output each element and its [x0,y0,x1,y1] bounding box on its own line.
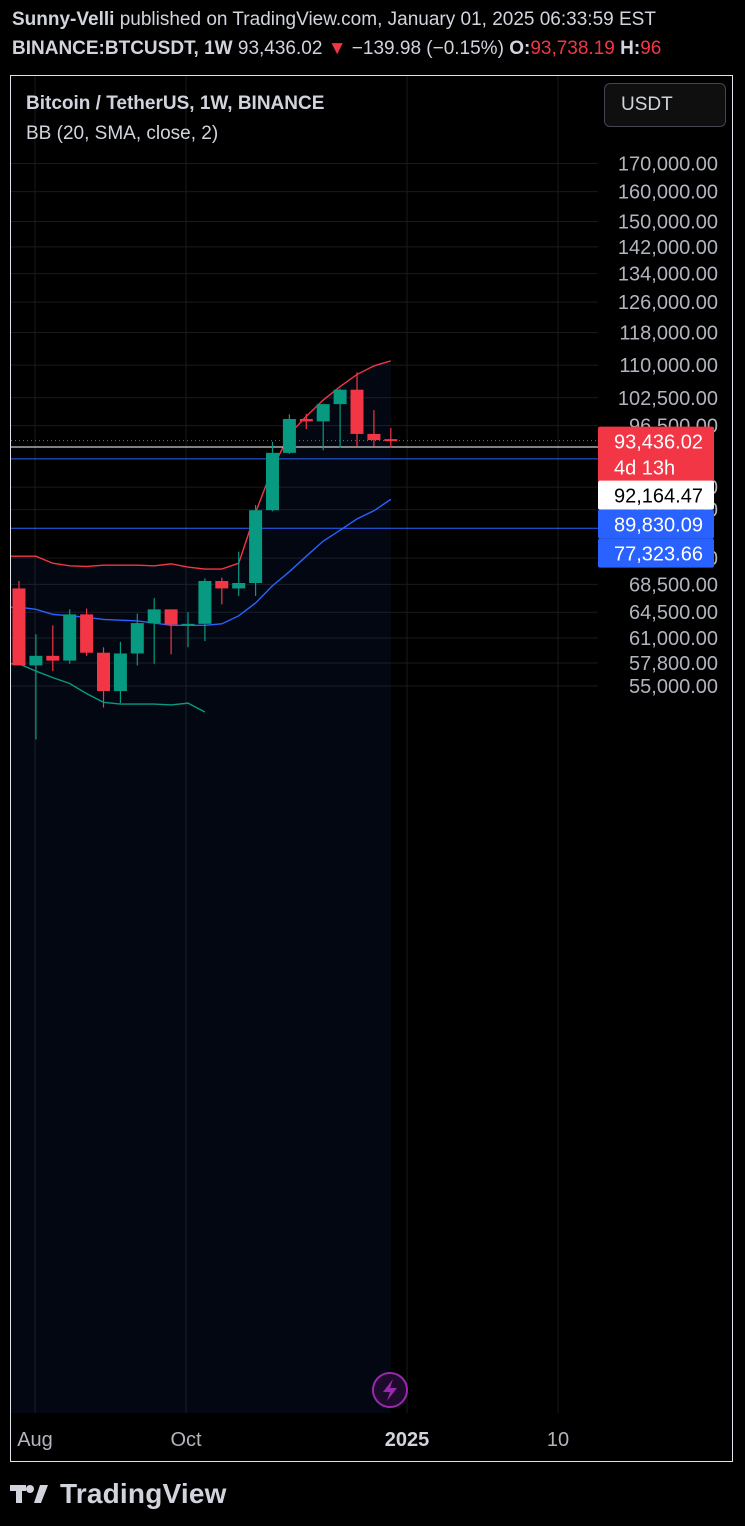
candle-body [266,452,279,511]
symbol-label: BINANCE:BTCUSDT, 1W [12,38,233,59]
candle-body [282,419,296,453]
x-axis-tick-label: 10 [547,1429,569,1451]
y-axis-tick-label: 68,500.00 [629,574,718,596]
price-label-box [598,509,714,539]
y-axis-tick-label: 55,000.00 [629,676,718,698]
price-label: 4d 13h [614,458,675,480]
y-axis-tick-label: 134,000.00 [618,264,718,286]
candle-body [63,614,77,661]
y-axis-tick-label: 150,000.00 [618,211,718,233]
x-axis-tick-label: 2025 [385,1429,430,1451]
indicator-legend[interactable]: BB (20, SMA, close, 2) [26,123,219,144]
price-label: 77,323.66 [614,544,703,566]
price-label-box [598,452,714,482]
candle-body [384,439,398,442]
candle-body [97,652,110,692]
bb-fill [11,360,391,1413]
tradingview-logo-icon [10,1485,48,1503]
x-axis-tick-label: Oct [170,1429,202,1451]
open-value: 93,738.19 [530,38,615,59]
price-label: 93,436.02 [614,432,703,454]
candle-body [249,510,263,584]
price-label: 89,830.09 [614,515,703,537]
candle-body [181,623,195,626]
currency-button[interactable]: USDT [604,83,726,127]
candle-body [147,609,161,624]
change-arrow-icon: ▼ [327,38,347,59]
candle-body [198,580,212,624]
price-change: −139.98 (−0.15%) [351,38,504,59]
candle-body [367,433,381,441]
candle-body [46,655,60,661]
price-label-box [598,480,714,510]
publish-date: published on TradingView.com, January 01… [119,9,656,30]
candle-body [130,623,144,654]
plot-area [11,76,598,1413]
candle-body [215,580,229,589]
y-axis-tick-label: 170,000.00 [618,154,718,176]
high-value: 96 [640,38,662,59]
candle-body [232,583,246,589]
author-name: Sunny-Velli [12,9,115,30]
high-label: H: [620,38,641,59]
candle-body [350,389,364,434]
y-axis-tick-label: 64,500.00 [629,602,718,624]
y-axis-tick-label: 118,000.00 [619,323,718,345]
candle-body [333,389,347,405]
symbol-summary: BINANCE:BTCUSDT, 1W 93,436.02 ▼ −139.98 … [12,38,661,60]
tradingview-brand[interactable]: TradingView [10,1478,227,1510]
candle-body [316,404,330,422]
y-axis-tick-label: 102,500.00 [618,388,718,410]
price-label: 92,164.47 [614,486,703,508]
y-axis-tick-label: 57,800.00 [629,653,718,675]
brand-name: TradingView [60,1478,227,1509]
y-axis-tick-label: 126,000.00 [618,292,718,314]
candle-body [80,614,94,653]
candle-body [113,653,127,692]
y-axis-tick-label: 160,000.00 [618,182,718,204]
open-label: O: [509,38,531,59]
y-axis-tick-label: 61,000.00 [629,628,718,650]
candle-body [164,609,178,625]
price-label-box [598,538,714,568]
publish-info: Sunny-Velli published on TradingView.com… [12,9,656,31]
y-axis-tick-label: 142,000.00 [618,237,718,259]
candle-body [12,588,26,666]
y-axis-tick-label: 110,000.00 [619,355,718,377]
lightning-bolt-icon [372,1372,408,1408]
bb-upper-line [11,360,391,570]
x-axis-tick-label: Aug [17,1429,53,1451]
chart-frame [10,75,733,1462]
last-price: 93,436.02 [237,38,323,59]
symbol-legend: Bitcoin / TetherUS, 1W, BINANCE [26,93,325,114]
price-label-box [598,426,714,456]
candle-body [299,419,313,422]
candle-body [29,655,43,666]
